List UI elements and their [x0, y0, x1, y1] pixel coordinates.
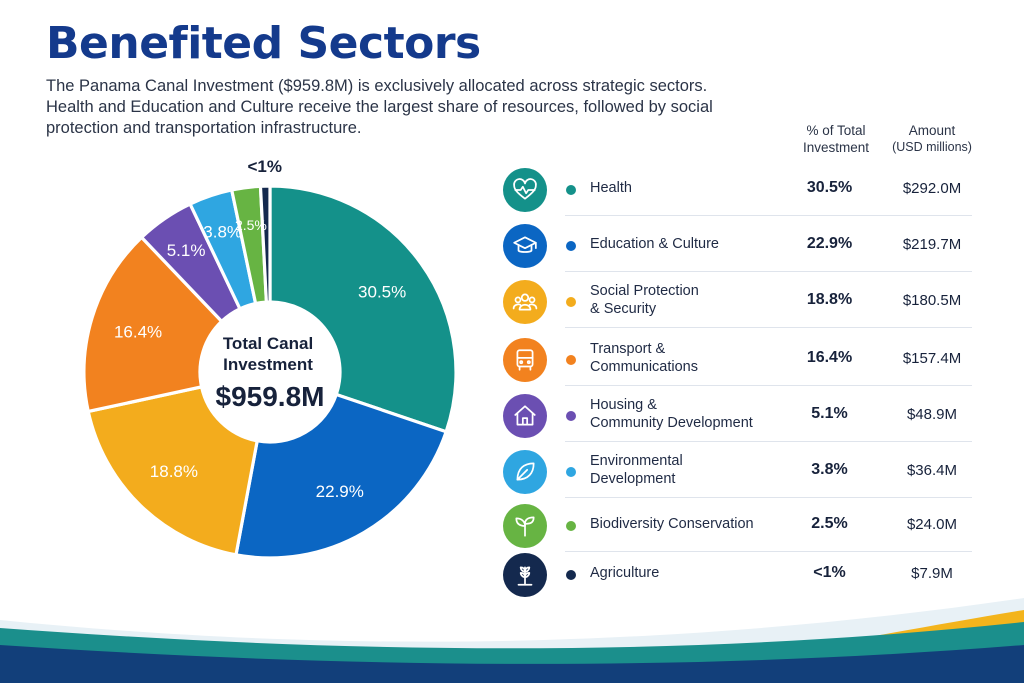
legend-dot [566, 570, 576, 580]
sector-label-line: Communications [590, 359, 698, 375]
wheat-icon [503, 553, 547, 597]
center-total-value: $959.8M [216, 381, 325, 412]
sector-amount: $219.7M [902, 235, 962, 253]
sector-label-line: & Security [590, 301, 657, 317]
sector-percent: 18.8% [806, 291, 853, 308]
legend-dot [566, 411, 576, 421]
page-subtitle: The Panama Canal Investment ($959.8M) is… [46, 77, 713, 137]
donut-hole [200, 302, 340, 442]
sector-label-line: Health [590, 180, 632, 196]
sector-label-line: Transport & [590, 341, 666, 357]
sector-label: Education & Culture [590, 216, 790, 272]
column-header-percent-line2: Investment [802, 140, 870, 155]
sector-label-line: Agriculture [590, 565, 660, 581]
sector-percent: <1% [813, 564, 846, 581]
sector-percent: 3.8% [811, 461, 848, 478]
sector-percent: 16.4% [806, 349, 853, 366]
sprout-icon [503, 504, 547, 548]
people-group-icon [503, 280, 547, 324]
sector-label-line: Environmental [590, 453, 683, 469]
slice-label: 18.8% [150, 462, 198, 481]
sector-label: Housing & Community Development [590, 386, 790, 442]
slice-label: 16.4% [114, 322, 162, 341]
sector-percent: 2.5% [811, 515, 848, 532]
sector-amount: $24.0M [906, 515, 958, 533]
sector-label: Health [590, 160, 790, 216]
slice-label: 5.1% [167, 241, 206, 260]
graduation-cap-icon [503, 224, 547, 268]
house-icon [503, 394, 547, 438]
sector-percent: 5.1% [811, 405, 848, 422]
legend-dot [566, 355, 576, 365]
sector-label: Biodiversity Conservation [590, 496, 790, 552]
column-header-amount-line2: (USD millions) [892, 140, 972, 154]
legend-dot [566, 467, 576, 477]
bus-icon [503, 338, 547, 382]
column-header-percent: % of Total Investment [790, 122, 882, 156]
table-row: Social Protection & Security 18.8% $180.5M [497, 272, 972, 328]
column-header-amount-line1: Amount [908, 123, 956, 138]
table-row: Housing & Community Development 5.1% $48.9M [497, 386, 972, 442]
table-row: Environmental Development 3.8% $36.4M [497, 442, 972, 498]
table-row: Education & Culture 22.9% $219.7M [497, 216, 972, 272]
sector-label-line: Education & Culture [590, 236, 719, 252]
slice-label: 22.9% [316, 482, 364, 501]
sector-label-line: Social Protection [590, 283, 699, 299]
table-row: Agriculture <1% $7.9M [497, 545, 972, 601]
heart-pulse-icon [503, 168, 547, 212]
sector-label: Social Protection & Security [590, 272, 790, 328]
sector-label: Transport & Communications [590, 330, 790, 386]
sector-label-line: Community Development [590, 415, 753, 431]
sector-amount: $292.0M [902, 179, 962, 197]
sector-amount: $7.9M [911, 564, 953, 582]
leaf-icon [503, 450, 547, 494]
sector-label-line: Biodiversity Conservation [590, 516, 754, 532]
legend-dot [566, 241, 576, 251]
sector-percent: 30.5% [806, 179, 853, 196]
sector-label: Agriculture [590, 545, 790, 601]
legend-dot [566, 521, 576, 531]
legend-dot [566, 297, 576, 307]
sector-percent: 22.9% [806, 235, 853, 252]
slice-label: 30.5% [358, 283, 406, 302]
column-header-amount: Amount (USD millions) [880, 122, 984, 156]
center-label-line2: Investment [223, 355, 313, 374]
sector-amount: $180.5M [902, 291, 962, 309]
page-title: Benefited Sectors [46, 18, 481, 69]
sector-label-line: Development [590, 471, 676, 487]
slice-label: 3.8% [203, 223, 242, 242]
sector-amount: $157.4M [902, 349, 962, 367]
slice-label: <1% [247, 157, 282, 176]
sector-amount: $48.9M [906, 405, 958, 423]
slice-label: 2.5% [235, 217, 267, 233]
donut-chart: Total Canal Investment $959.8M 30.5% 22.9… [82, 157, 458, 560]
decorative-wave [0, 598, 1024, 683]
table-row: Transport & Communications 16.4% $157.4M [497, 330, 972, 386]
sector-label: Environmental Development [590, 442, 790, 498]
column-header-percent-line1: % of Total [806, 123, 866, 138]
center-label-line1: Total Canal [223, 334, 313, 353]
sector-label-line: Housing & [590, 397, 657, 413]
table-row: Biodiversity Conservation 2.5% $24.0M [497, 496, 972, 552]
legend-dot [566, 185, 576, 195]
table-row: Health 30.5% $292.0M [497, 160, 972, 216]
sector-amount: $36.4M [906, 461, 958, 479]
